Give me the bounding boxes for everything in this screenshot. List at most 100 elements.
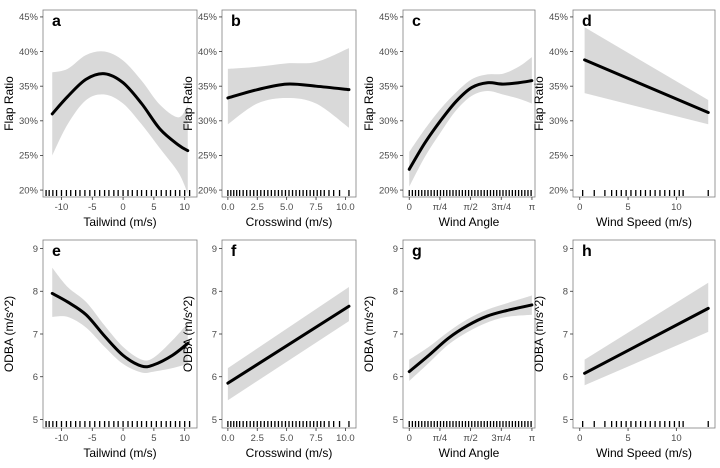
y-tick-label: 35% (19, 81, 39, 92)
y-axis-label: Flap Ratio (2, 76, 16, 131)
y-tick-label: 35% (549, 81, 569, 92)
x-tick-label: 3π/4 (491, 202, 511, 213)
panel-frame-g (402, 239, 536, 429)
x-tick-label: 3π/4 (491, 433, 511, 444)
x-tick-label: 0.0 (221, 202, 234, 213)
x-tick-label: 10.0 (336, 202, 355, 213)
x-tick-label: -10 (55, 433, 69, 444)
y-tick-label: 9 (393, 244, 398, 255)
y-tick-label: 7 (33, 329, 38, 340)
fit-line-c (407, 79, 534, 171)
y-tick-label: 5 (393, 415, 398, 426)
panel-g: 0 π/4 π/2 3π/4 π 5 6 7 8 9 Wind Angle ODBA (m/s^2) g (362, 239, 536, 460)
panel-frame-c (402, 9, 536, 198)
panel-letter: d (582, 13, 592, 30)
y-tick-label: 6 (212, 372, 217, 383)
y-tick-label: 6 (33, 372, 38, 383)
x-tick-label: 0 (120, 202, 125, 213)
y-tick-label: 20% (549, 185, 569, 196)
confidence-band-c (409, 57, 532, 187)
y-tick-label: 6 (393, 372, 398, 383)
x-tick-label: -10 (55, 202, 69, 213)
x-tick-label: π (529, 433, 536, 444)
x-tick-label: 0 (577, 202, 582, 213)
x-tick-label: π/2 (463, 433, 477, 444)
confidence-band-h (584, 282, 709, 386)
fit-line-g (407, 303, 534, 374)
confidence-band-g (409, 295, 532, 381)
x-tick-label: 0 (577, 433, 582, 444)
y-tick-label: 25% (198, 151, 218, 162)
x-axis-label: Crosswind (m/s) (246, 446, 333, 460)
x-tick-label: 10 (179, 202, 190, 213)
x-tick-label: 10.0 (336, 433, 355, 444)
x-tick-label: 0 (407, 202, 412, 213)
x-axis-label: Wind Angle (439, 446, 500, 460)
x-tick-label: 5 (625, 202, 630, 213)
y-tick-label: 45% (19, 12, 39, 23)
y-tick-label: 8 (563, 287, 568, 298)
y-axis-label: Flap Ratio (532, 76, 546, 131)
x-tick-label: 10 (671, 433, 682, 444)
x-axis-label: Tailwind (m/s) (83, 446, 156, 460)
y-axis-label: ODBA (m/s^2) (532, 296, 546, 372)
y-axis-label: ODBA (m/s^2) (2, 296, 16, 372)
x-tick-label: 0 (407, 433, 412, 444)
x-tick-label: 5.0 (280, 433, 293, 444)
x-tick-label: -5 (88, 202, 96, 213)
x-axis-label: Wind Speed (m/s) (596, 215, 692, 229)
fit-line-a (50, 72, 190, 153)
x-tick-label: 7.5 (309, 433, 322, 444)
y-tick-label: 30% (19, 116, 39, 127)
y-axis-label: ODBA (m/s^2) (362, 296, 376, 372)
x-tick-label: 0.0 (221, 433, 234, 444)
panel-frame-a (42, 9, 198, 198)
y-tick-label: 9 (212, 244, 217, 255)
panel-c: 0 π/4 π/2 3π/4 π 20% 25% 30% 35% 40% 45% Wind Angle… (362, 9, 536, 229)
x-axis-label: Tailwind (m/s) (83, 215, 156, 229)
x-tick-label: 7.5 (309, 202, 322, 213)
panel-f: 0.0 2.5 5.0 7.5 10.0 5 6 7 8 9 Crosswind (m/s) ODBA… (181, 239, 357, 460)
y-tick-label: 5 (212, 415, 217, 426)
panel-letter: b (231, 13, 241, 30)
y-tick-label: 35% (379, 81, 399, 92)
y-tick-label: 5 (33, 415, 38, 426)
panel-letter: g (412, 243, 422, 260)
x-axis-label: Wind Speed (m/s) (596, 446, 692, 460)
x-tick-label: 0 (120, 433, 125, 444)
panel-frame-b (221, 9, 357, 198)
y-tick-label: 30% (549, 116, 569, 127)
y-tick-label: 20% (198, 185, 218, 196)
fit-line-b (226, 82, 351, 100)
y-tick-label: 40% (549, 47, 569, 58)
fit-line-f (226, 304, 351, 385)
fit-line-e (50, 291, 190, 369)
panel-letter: f (231, 243, 237, 260)
panel-e: -10 -5 0 5 10 5 6 7 8 9 Tailwind (m/s) ODBA (m/s^2)… (2, 239, 198, 460)
y-tick-label: 25% (379, 151, 399, 162)
y-tick-label: 20% (379, 185, 399, 196)
y-tick-label: 40% (19, 47, 39, 58)
y-tick-label: 9 (33, 244, 38, 255)
panel-b: 0.0 2.5 5.0 7.5 10.0 20% 25% 30% 35% 40% 45% Crossw… (181, 9, 357, 229)
x-tick-label: 5.0 (280, 202, 293, 213)
confidence-band-a (52, 51, 188, 194)
x-tick-label: 2.5 (251, 433, 264, 444)
y-tick-label: 25% (19, 151, 39, 162)
y-tick-label: 35% (198, 81, 218, 92)
y-axis-label: ODBA (m/s^2) (181, 296, 195, 372)
panel-letter: a (52, 13, 61, 30)
fit-line-h (583, 306, 710, 375)
confidence-band-b (227, 48, 349, 128)
y-tick-label: 7 (212, 329, 217, 340)
y-tick-label: 8 (393, 287, 398, 298)
y-tick-label: 8 (33, 287, 38, 298)
x-tick-label: π/4 (433, 433, 447, 444)
x-tick-label: 10 (179, 433, 190, 444)
panel-frame-e (42, 239, 198, 429)
y-tick-label: 7 (563, 329, 568, 340)
x-tick-label: 5 (625, 433, 630, 444)
y-axis-label: Flap Ratio (181, 76, 195, 131)
